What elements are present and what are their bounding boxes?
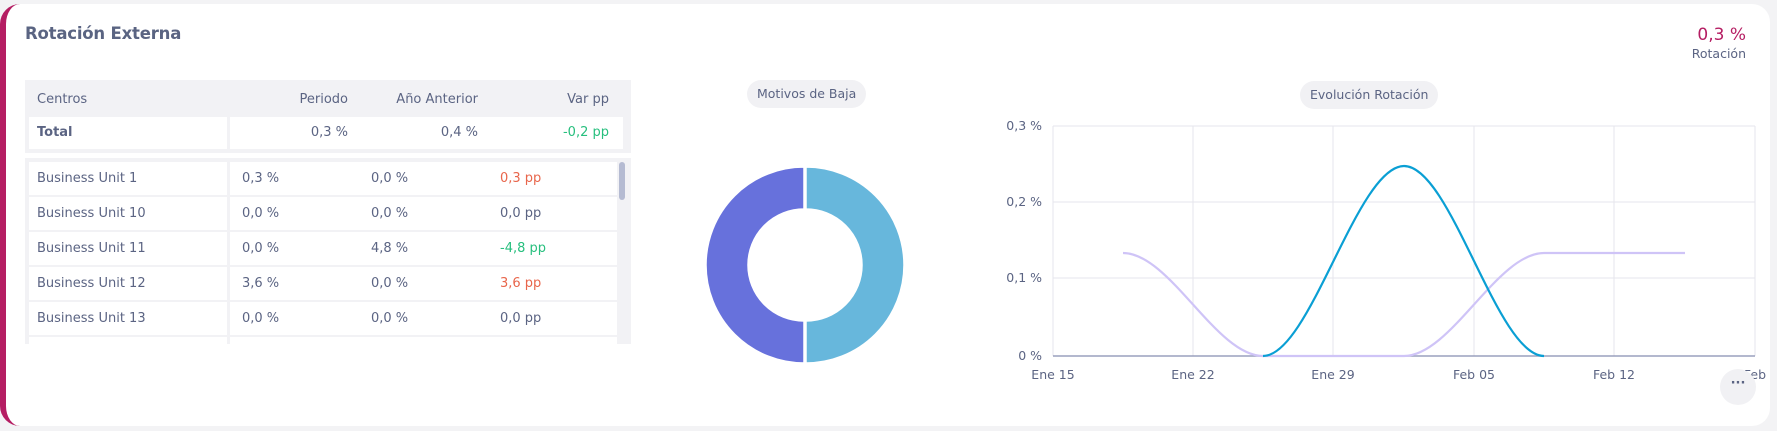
table-header: Centros Periodo Año Anterior Var pp Tota… (25, 80, 631, 153)
col-header-periodo[interactable]: Periodo (299, 92, 349, 107)
table-row-partial[interactable] (25, 337, 617, 344)
total-label: Total (37, 125, 73, 140)
kpi-label: Rotación (1691, 46, 1746, 61)
row-ano-anterior: 0,0 % (371, 311, 409, 326)
x-tick-label: Ene 29 (1311, 367, 1354, 382)
row-ano-anterior: 4,8 % (371, 241, 409, 256)
row-name: Business Unit 10 (37, 206, 146, 221)
table-scrollbar-thumb[interactable] (619, 162, 625, 200)
donut-slice-1[interactable] (805, 166, 905, 364)
donut-slice-2[interactable] (705, 166, 805, 364)
col-header-var-pp[interactable]: Var pp (567, 92, 609, 107)
chart-grid (1052, 125, 1756, 356)
y-tick-label: 0 % (1018, 348, 1042, 363)
x-tick-label: Ene 15 (1031, 367, 1074, 382)
kpi-rotacion: 0,3 % Rotación (1692, 24, 1746, 62)
line-chart-title-pill: Evolución Rotación (1300, 81, 1439, 109)
y-tick-label: 0,3 % (1006, 118, 1042, 133)
kpi-value: 0,3 % (1697, 25, 1746, 45)
total-values-cell (230, 117, 623, 149)
row-name: Business Unit 12 (37, 276, 146, 291)
row-var-pp: 0,0 pp (500, 206, 542, 221)
table-row[interactable]: Business Unit 10 0,0 % 0,0 % 0,0 pp (25, 197, 617, 230)
table-scrollbar[interactable] (617, 158, 631, 344)
centros-table: Centros Periodo Año Anterior Var pp Tota… (25, 80, 631, 344)
donut-title-pill: Motivos de Baja (747, 80, 867, 108)
row-var-pp: 0,3 pp (500, 171, 542, 186)
col-header-centros[interactable]: Centros (37, 92, 88, 107)
table-row[interactable]: Business Unit 1 0,3 % 0,0 % 0,3 pp (25, 162, 617, 195)
table-row[interactable]: Business Unit 13 0,0 % 0,0 % 0,0 pp (25, 302, 617, 335)
row-periodo: 3,6 % (242, 276, 280, 291)
table-row[interactable]: Business Unit 12 3,6 % 0,0 % 3,6 pp (25, 267, 617, 300)
evolucion-rotacion-chart: 0,3 % 0,2 % 0,1 % 0 % Ene 15 Ene 22 Ene … (1006, 118, 1766, 382)
y-tick-label: 0,2 % (1006, 194, 1042, 209)
row-name: Business Unit 1 (37, 171, 138, 186)
col-header-ano-anterior[interactable]: Año Anterior (396, 92, 478, 107)
x-tick-label: Ene 22 (1171, 367, 1214, 382)
row-periodo: 0,3 % (242, 171, 280, 186)
total-periodo: 0,3 % (310, 125, 348, 140)
x-tick-label: Feb 12 (1593, 367, 1635, 382)
total-var-pp: -0,2 pp (562, 125, 609, 140)
row-periodo: 0,0 % (242, 311, 280, 326)
table-row[interactable]: Business Unit 11 0,0 % 4,8 % -4,8 pp (25, 232, 617, 265)
x-axis-labels: Ene 15 Ene 22 Ene 29 Feb 05 Feb 12 Feb (1031, 367, 1766, 382)
card-title: Rotación Externa (25, 24, 182, 43)
row-ano-anterior: 0,0 % (371, 206, 409, 221)
more-options-button[interactable]: ··· (1720, 369, 1756, 405)
row-var-pp: -4,8 pp (500, 241, 547, 256)
total-ano-anterior: 0,4 % (440, 125, 478, 140)
series-ano-anterior-line[interactable] (1122, 251, 1685, 358)
row-ano-anterior: 0,0 % (371, 171, 409, 186)
total-name-cell (29, 117, 227, 149)
row-var-pp: 0,0 pp (500, 311, 542, 326)
row-var-pp: 3,6 pp (500, 276, 542, 291)
row-name: Business Unit 11 (37, 241, 146, 256)
row-periodo: 0,0 % (242, 206, 280, 221)
y-tick-label: 0,1 % (1006, 270, 1042, 285)
motivos-de-baja-donut (705, 166, 905, 364)
x-tick-label: Feb 05 (1453, 367, 1495, 382)
series-periodo-line[interactable] (1262, 164, 1545, 358)
row-periodo: 0,0 % (242, 241, 280, 256)
row-ano-anterior: 0,0 % (371, 276, 409, 291)
row-name: Business Unit 13 (37, 311, 146, 326)
y-axis-labels: 0,3 % 0,2 % 0,1 % 0 % (1006, 118, 1042, 363)
table-body[interactable]: Business Unit 1 0,3 % 0,0 % 0,3 pp Busin… (25, 158, 631, 344)
